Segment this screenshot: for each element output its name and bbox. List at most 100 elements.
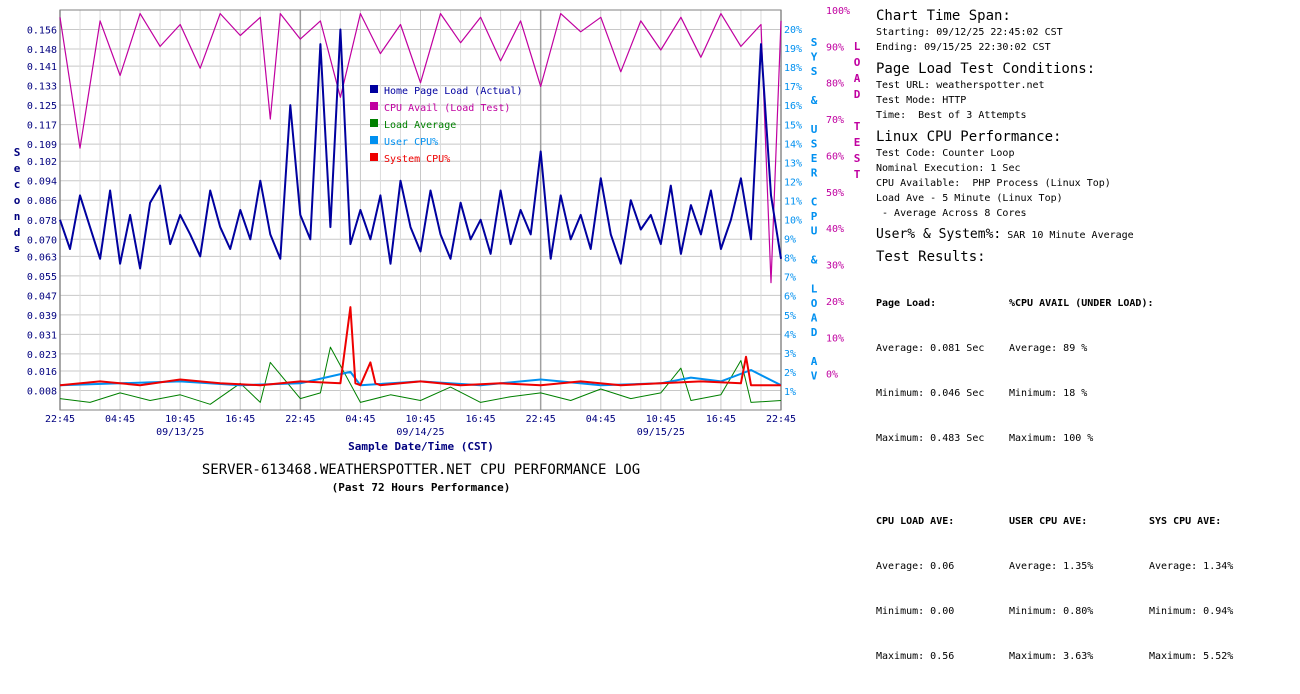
y-right-tick-label: 20%	[784, 25, 802, 36]
page-load-maximum: Maximum: 0.483 Sec	[876, 433, 985, 444]
page-load-title: Page Load Test Conditions:	[876, 61, 1096, 77]
user-system-value: SAR 10 Minute Average	[1001, 230, 1134, 241]
user-system-label: User% & System%:	[876, 227, 1002, 242]
cpu-performance-chart: 0.156 0.148 0.141 0.133 0.125 0.117 0.109 0.102…	[14, 6, 860, 453]
load-ave: Load Ave - 5 Minute (Linux Top)	[876, 193, 1063, 204]
test-mode: Test Mode: HTTP	[876, 95, 967, 106]
test-time: Time: Best of 3 Attempts	[876, 110, 1027, 121]
y-right-tick-label: 12%	[784, 177, 802, 188]
sys-cpu-average: Average: 1.34%	[1149, 561, 1234, 572]
cpu-avail-maximum: Maximum: 100 %	[1009, 433, 1094, 444]
y-load-tick-label: 20%	[826, 297, 844, 308]
user-cpu-col: USER CPU AVE: Average: 1.35% Minimum: 0.…	[1009, 484, 1149, 694]
x-tick-label: 22:45	[766, 414, 796, 425]
x-tick-label: 04:45	[105, 414, 135, 425]
legend-label: CPU Avail (Load Test)	[384, 103, 510, 114]
x-tick-label: 16:45	[225, 414, 255, 425]
y-right-tick-label: 14%	[784, 139, 802, 150]
y-load-tick-label: 60%	[826, 151, 844, 162]
legend-label: System CPU%	[384, 154, 450, 165]
series-line	[59, 13, 782, 284]
user-cpu-heading: USER CPU AVE:	[1009, 516, 1088, 527]
y-load-tick-label: 100%	[826, 6, 850, 17]
x-date-label: 09/13/25	[156, 427, 204, 438]
results-title: Test Results:	[876, 249, 986, 265]
y-left-tick-label: 0.039	[27, 311, 57, 322]
y-left-tick-label: 0.109	[27, 140, 57, 151]
y-right-tick-label: 6%	[784, 292, 796, 303]
y-load-tick-label: 10%	[826, 333, 844, 344]
y-right-tick-label: 13%	[784, 158, 802, 169]
x-date-label: 09/14/25	[396, 427, 444, 438]
y-left-tick-label: 0.063	[27, 252, 57, 263]
x-tick-label: 04:45	[345, 414, 375, 425]
test-url: Test URL: weatherspotter.net	[876, 80, 1045, 91]
legend-swatch	[370, 153, 378, 161]
x-tick-label: 16:45	[466, 414, 496, 425]
y-left-tick-label: 0.055	[27, 272, 57, 283]
cpu-avail-average: Average: 89 %	[1009, 343, 1088, 354]
legend-swatch	[370, 85, 378, 93]
y-right-tick-label: 10%	[784, 216, 802, 227]
y-load-tick-label: 0%	[826, 370, 838, 381]
y-right-tick-label: 9%	[784, 235, 796, 246]
series-line	[59, 306, 781, 387]
legend-label: Home Page Load (Actual)	[384, 86, 522, 97]
y-right-tick-label: 7%	[784, 273, 796, 284]
y-right-tick-label: 17%	[784, 82, 802, 93]
legend-label: Load Average	[384, 120, 456, 131]
y-left-tick-label: 0.023	[27, 350, 57, 361]
x-tick-label: 04:45	[586, 414, 616, 425]
page-load-heading: Page Load:	[876, 298, 937, 309]
legend-swatch	[370, 136, 378, 144]
y-left-tick-label: 0.141	[27, 62, 57, 73]
chart-title: SERVER-613468.WEATHERSPOTTER.NET CPU PER…	[201, 462, 641, 478]
cpu-load-average: Average: 0.06	[876, 561, 955, 572]
sys-cpu-maximum: Maximum: 5.52%	[1149, 651, 1234, 662]
cpu-load-col: CPU LOAD AVE: Average: 0.06 Minimum: 0.0…	[876, 484, 1009, 694]
y-right-tick-label: 2%	[784, 368, 796, 379]
y-left-tick-label: 0.016	[27, 367, 57, 378]
x-tick-label: 10:45	[405, 414, 435, 425]
legend-swatch	[370, 102, 378, 110]
user-cpu-minimum: Minimum: 0.80%	[1009, 606, 1094, 617]
y-right-tick-label: 18%	[784, 63, 802, 74]
average-cores: - Average Across 8 Cores	[876, 208, 1027, 219]
legend-swatch	[370, 119, 378, 127]
y-load-tick-label: 30%	[826, 261, 844, 272]
y-load-tick-label: 70%	[826, 115, 844, 126]
cpu-avail-heading: %CPU AVAIL (UNDER LOAD):	[1009, 298, 1154, 309]
x-tick-label: 22:45	[285, 414, 315, 425]
y-left-tick-label: 0.125	[27, 101, 57, 112]
x-date-label: 09/15/25	[637, 427, 685, 438]
x-tick-label: 10:45	[646, 414, 676, 425]
y-right-tick-label: 19%	[784, 44, 802, 55]
x-tick-label: 10:45	[165, 414, 195, 425]
y-right-tick-label: 4%	[784, 330, 796, 341]
legend-label: User CPU%	[384, 137, 438, 148]
span-ending: Ending: 09/15/25 22:30:02 CST	[876, 42, 1051, 53]
cpu-load-heading: CPU LOAD AVE:	[876, 516, 955, 527]
user-cpu-average: Average: 1.35%	[1009, 561, 1094, 572]
x-tick-label: 16:45	[706, 414, 736, 425]
y-right-tick-label: 16%	[784, 101, 802, 112]
x-tick-label: 22:45	[45, 414, 75, 425]
user-system-line: User% & System%: SAR 10 Minute Average	[876, 227, 1296, 243]
test-code: Test Code: Counter Loop	[876, 148, 1015, 159]
y-right-tick-label: 11%	[784, 196, 802, 207]
y-right-tick-label: 15%	[784, 120, 802, 131]
page-load-minimum: Minimum: 0.046 Sec	[876, 388, 985, 399]
y-left-tick-label: 0.086	[27, 196, 57, 207]
cpu-load-maximum: Maximum: 0.56	[876, 651, 955, 662]
y-load-tick-label: 90%	[826, 42, 844, 53]
y-left-tick-label: 0.070	[27, 235, 57, 246]
sys-cpu-heading: SYS CPU AVE:	[1149, 516, 1222, 527]
y-left-tick-label: 0.156	[27, 26, 57, 37]
y-left-tick-label: 0.008	[27, 386, 57, 397]
y-left-tick-label: 0.078	[27, 216, 57, 227]
plot-frame	[59, 9, 782, 411]
y-left-tick-label: 0.102	[27, 157, 57, 168]
